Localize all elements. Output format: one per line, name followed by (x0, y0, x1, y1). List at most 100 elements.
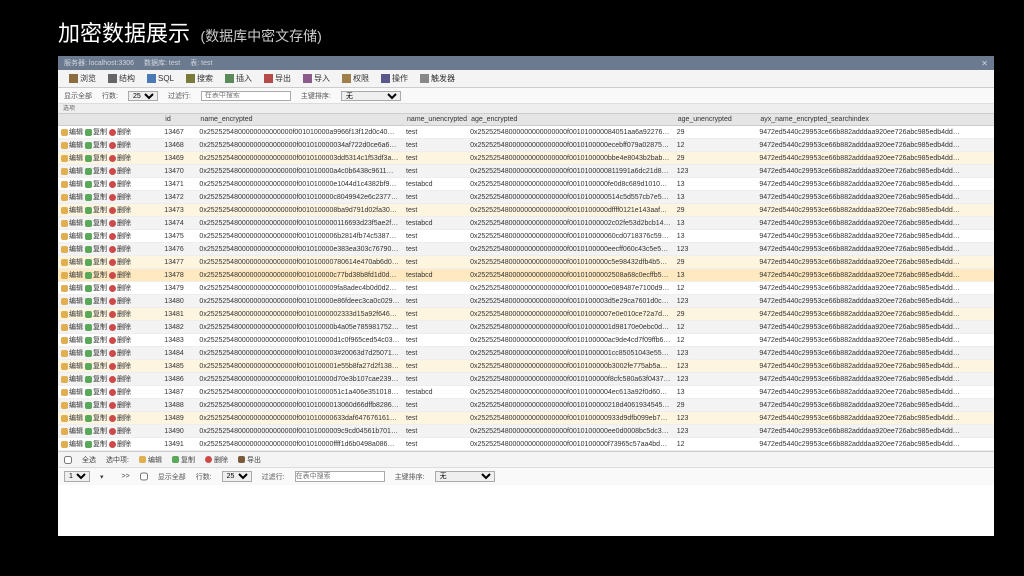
copy-button[interactable]: 复制 (85, 413, 107, 423)
table-row[interactable]: 编辑复制删除134830x25252548000000000000000f001… (58, 334, 994, 347)
copy-button[interactable]: 复制 (85, 244, 107, 254)
select-all-checkbox[interactable] (64, 456, 72, 464)
edit-button[interactable]: 编辑 (61, 153, 83, 163)
copy-button[interactable]: 复制 (85, 439, 107, 449)
col-header-name_unencrypted[interactable]: name_unencrypted (403, 114, 467, 126)
show-all-checkbox[interactable] (140, 471, 148, 482)
delete-button[interactable]: 删除 (109, 387, 131, 397)
delete-button[interactable]: 删除 (109, 439, 131, 449)
delete-button[interactable]: 删除 (109, 400, 131, 410)
copy-button[interactable]: 复制 (85, 257, 107, 267)
toolbar-结构[interactable]: 结构 (103, 72, 140, 85)
copy-button[interactable]: 复制 (85, 179, 107, 189)
edit-button[interactable]: 编辑 (61, 166, 83, 176)
table-row[interactable]: 编辑复制删除134800x25252548000000000000000f001… (58, 295, 994, 308)
col-header-name_encrypted[interactable]: name_encrypted (196, 114, 403, 126)
delete-button[interactable]: 删除 (109, 270, 131, 280)
delete-button[interactable]: 删除 (109, 140, 131, 150)
copy-button[interactable]: 复制 (85, 166, 107, 176)
table-row[interactable]: 编辑复制删除134820x25252548000000000000000f001… (58, 321, 994, 334)
col-header-id[interactable]: id (161, 114, 196, 126)
toolbar-操作[interactable]: 操作 (376, 72, 413, 85)
delete-button[interactable]: 删除 (109, 257, 131, 267)
edit-button[interactable]: 编辑 (61, 426, 83, 436)
col-header-ayx_name_encrypted_searchindex[interactable]: ayx_name_encrypted_searchindex (756, 114, 994, 126)
table-row[interactable]: 编辑复制删除134900x25252548000000000000000f001… (58, 425, 994, 438)
copy-button[interactable]: 复制 (85, 127, 107, 137)
delete-button[interactable]: 删除 (109, 127, 131, 137)
table-row[interactable]: 编辑复制删除134850x25252548000000000000000f001… (58, 360, 994, 373)
copy-button[interactable]: 复制 (85, 361, 107, 371)
bulk-delete[interactable]: 删除 (205, 455, 228, 465)
copy-button[interactable]: 复制 (85, 153, 107, 163)
copy-button[interactable]: 复制 (85, 426, 107, 436)
copy-button[interactable]: 复制 (85, 140, 107, 150)
edit-button[interactable]: 编辑 (61, 231, 83, 241)
delete-button[interactable]: 删除 (109, 218, 131, 228)
pager-rows-select[interactable]: 25 (222, 471, 252, 482)
toolbar-导入[interactable]: 导入 (298, 72, 335, 85)
copy-button[interactable]: 复制 (85, 348, 107, 358)
pager-filter-input[interactable] (295, 471, 385, 482)
table-row[interactable]: 编辑复制删除134680x25252548000000000000000f001… (58, 139, 994, 152)
edit-button[interactable]: 编辑 (61, 387, 83, 397)
edit-button[interactable]: 编辑 (61, 413, 83, 423)
delete-button[interactable]: 删除 (109, 166, 131, 176)
edit-button[interactable]: 编辑 (61, 322, 83, 332)
table-row[interactable]: 编辑复制删除134720x25252548000000000000000f001… (58, 191, 994, 204)
table-row[interactable]: 编辑复制删除134860x25252548000000000000000f001… (58, 373, 994, 386)
toolbar-SQL[interactable]: SQL (142, 73, 179, 84)
bulk-copy[interactable]: 复制 (172, 455, 195, 465)
copy-button[interactable]: 复制 (85, 309, 107, 319)
table-row[interactable]: 编辑复制删除134750x25252548000000000000000f001… (58, 230, 994, 243)
toolbar-触发器[interactable]: 触发器 (415, 72, 460, 85)
copy-button[interactable]: 复制 (85, 205, 107, 215)
edit-button[interactable]: 编辑 (61, 283, 83, 293)
delete-button[interactable]: 删除 (109, 153, 131, 163)
copy-button[interactable]: 复制 (85, 192, 107, 202)
toolbar-插入[interactable]: 插入 (220, 72, 257, 85)
edit-button[interactable]: 编辑 (61, 140, 83, 150)
pager-sort-select[interactable]: 无 (435, 471, 495, 482)
copy-button[interactable]: 复制 (85, 296, 107, 306)
table-row[interactable]: 编辑复制删除134910x25252548000000000000000f001… (58, 438, 994, 451)
edit-button[interactable]: 编辑 (61, 309, 83, 319)
delete-button[interactable]: 删除 (109, 309, 131, 319)
toolbar-浏览[interactable]: 浏览 (64, 72, 101, 85)
copy-button[interactable]: 复制 (85, 387, 107, 397)
copy-button[interactable]: 复制 (85, 322, 107, 332)
delete-button[interactable]: 删除 (109, 296, 131, 306)
edit-button[interactable]: 编辑 (61, 400, 83, 410)
toolbar-导出[interactable]: 导出 (259, 72, 296, 85)
delete-button[interactable]: 删除 (109, 361, 131, 371)
bulk-edit[interactable]: 编辑 (139, 455, 162, 465)
bulk-export[interactable]: 导出 (238, 455, 261, 465)
table-row[interactable]: 编辑复制删除134870x25252548000000000000000f001… (58, 386, 994, 399)
copy-button[interactable]: 复制 (85, 335, 107, 345)
col-header-age_encrypted[interactable]: age_encrypted (467, 114, 674, 126)
table-row[interactable]: 编辑复制删除134840x25252548000000000000000f001… (58, 347, 994, 360)
show-all-link[interactable]: 显示全部 (64, 91, 92, 101)
select-all-label[interactable]: 全选 (82, 455, 96, 465)
table-row[interactable]: 编辑复制删除134700x25252548000000000000000f001… (58, 165, 994, 178)
table-row[interactable]: 编辑复制删除134880x25252548000000000000000f001… (58, 399, 994, 412)
table-row[interactable]: 编辑复制删除134710x25252548000000000000000f001… (58, 178, 994, 191)
rows-select[interactable]: 25 (128, 91, 158, 101)
table-row[interactable]: 编辑复制删除134790x25252548000000000000000f001… (58, 282, 994, 295)
table-row[interactable]: 编辑复制删除134890x25252548000000000000000f001… (58, 412, 994, 425)
copy-button[interactable]: 复制 (85, 374, 107, 384)
col-header-actions[interactable] (58, 114, 161, 126)
delete-button[interactable]: 删除 (109, 335, 131, 345)
delete-button[interactable]: 删除 (109, 179, 131, 189)
edit-button[interactable]: 编辑 (61, 179, 83, 189)
edit-button[interactable]: 编辑 (61, 205, 83, 215)
toolbar-权限[interactable]: 权限 (337, 72, 374, 85)
delete-button[interactable]: 删除 (109, 413, 131, 423)
edit-button[interactable]: 编辑 (61, 439, 83, 449)
table-row[interactable]: 编辑复制删除134690x25252548000000000000000f001… (58, 152, 994, 165)
table-row[interactable]: 编辑复制删除134740x25252548000000000000000f001… (58, 217, 994, 230)
edit-button[interactable]: 编辑 (61, 335, 83, 345)
delete-button[interactable]: 删除 (109, 348, 131, 358)
col-header-age_unencrypted[interactable]: age_unencrypted (674, 114, 757, 126)
edit-button[interactable]: 编辑 (61, 192, 83, 202)
